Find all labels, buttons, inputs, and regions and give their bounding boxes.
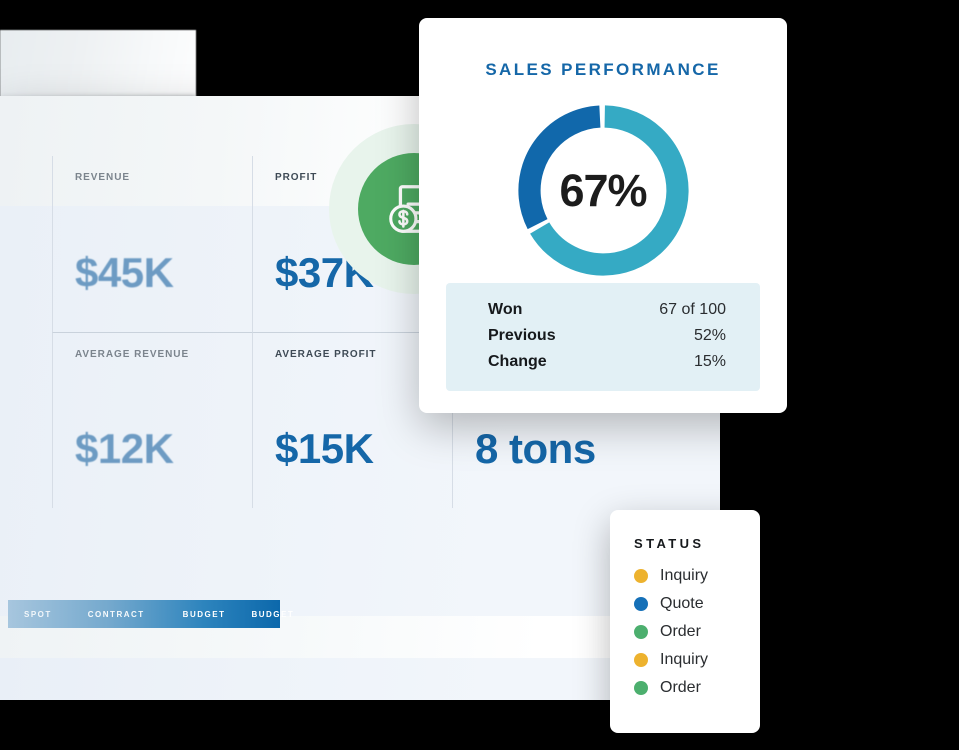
status-item-label: Inquiry [660,567,709,584]
status-card: STATUS Inquiry Quote Order Inquiry Order [610,510,760,733]
kpi-card-revenue[interactable]: REVENUE $45K [52,156,252,332]
kpi-label: REVENUE [75,172,130,183]
stat-value: 15% [693,353,726,370]
stat-row: Previous 52% [488,327,726,345]
kpi-value: 8 tons [475,425,596,472]
kpi-value: $15K [275,425,374,472]
status-item-inquiry-1[interactable]: Inquiry [634,567,760,585]
status-item-quote[interactable]: Quote [634,595,760,613]
tab-contract[interactable]: CONTRACT [87,609,145,619]
status-item-label: Inquiry [660,651,709,668]
tab-spot[interactable]: SPOT [24,609,52,619]
kpi-card-average-profit[interactable]: AVERAGE PROFIT $15K [252,332,452,508]
stat-label: Change [488,353,547,370]
stat-label: Previous [488,327,556,344]
status-dot-icon [634,625,648,639]
donut-center-value: 67% [559,164,647,216]
stat-label: Won [488,301,523,318]
status-item-label: Order [660,623,701,640]
dashboard-top-strip [0,30,196,100]
stat-value: 52% [693,327,726,344]
donut-segment-won [517,105,689,276]
card-title: SALES PERFORMANCE [485,60,721,79]
sales-performance-card: SALES PERFORMANCE 67% Won 67 of 100 Prev… [419,18,787,413]
donut-chart: 67% [511,98,696,283]
dashboard-tab-bar: SPOT CONTRACT BUDGET BUDGET [8,600,293,628]
status-dot-icon [634,569,648,583]
stats-panel: Won 67 of 100 Previous 52% Change 15% [446,283,760,391]
stat-row: Won 67 of 100 [488,301,726,319]
donut-segment-remaining [517,105,689,276]
kpi-value: $45K [75,249,174,296]
kpi-card-average-revenue[interactable]: AVERAGE REVENUE $12K [52,332,252,508]
status-item-label: Order [660,679,701,696]
stat-row: Change 15% [488,353,726,371]
kpi-label: AVERAGE PROFIT [275,349,377,360]
tab-budget-1[interactable]: BUDGET [182,609,226,619]
status-dot-icon [634,597,648,611]
status-item-inquiry-2[interactable]: Inquiry [634,651,760,669]
status-item-order-2[interactable]: Order [634,679,760,697]
status-card-title: STATUS [634,536,705,551]
kpi-value: $12K [75,425,174,472]
status-item-label: Quote [660,595,704,612]
stat-value: 67 of 100 [659,301,726,318]
donut-chart-svg [517,105,689,276]
status-item-order-1[interactable]: Order [634,623,760,641]
tab-budget-2[interactable]: BUDGET [251,609,295,619]
kpi-label: AVERAGE REVENUE [75,349,190,360]
status-dot-icon [634,681,648,695]
status-dot-icon [634,653,648,667]
dashboard-tab-band [0,658,720,700]
kpi-label: PROFIT [275,172,318,183]
